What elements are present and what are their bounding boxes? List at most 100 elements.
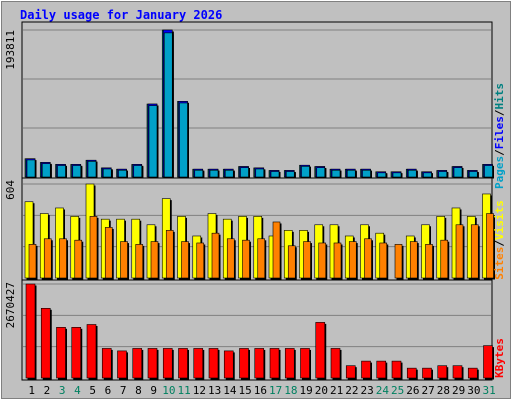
day-label-15: 15: [239, 384, 252, 397]
sites-bar-22: [348, 241, 357, 279]
day-label-11: 11: [178, 384, 191, 397]
kbytes-bar-2: [40, 308, 51, 379]
kbytes-bar-31: [483, 345, 493, 379]
sites-bar-5: [89, 216, 98, 279]
pages-bar-11: [179, 102, 188, 178]
kbytes-bar-7: [117, 350, 127, 379]
day-label-24: 24: [376, 384, 390, 397]
kbytes-bar-6: [101, 348, 112, 379]
day-label-13: 13: [208, 384, 221, 397]
sites-bar-7: [120, 241, 128, 279]
sites-bar-26: [409, 241, 418, 279]
pages-bar-22: [346, 169, 356, 178]
pages-bar-6: [102, 168, 112, 178]
day-label-8: 8: [135, 384, 142, 397]
kbytes-bar-13: [208, 348, 219, 379]
pages-bar-16: [255, 168, 265, 178]
sites-bar-12: [196, 242, 205, 279]
pages-bar-14: [224, 169, 234, 178]
pages-bar-28: [438, 171, 448, 178]
sites-bar-8: [135, 244, 144, 279]
pages-bar-4: [72, 165, 82, 178]
legend-visits: Visits: [493, 200, 506, 240]
day-label-4: 4: [74, 384, 81, 397]
pages-bar-2: [41, 163, 51, 178]
pages-bar-15: [240, 167, 249, 178]
chart-title: Daily usage for January 2026: [20, 8, 222, 22]
kbytes-bar-20: [315, 322, 326, 379]
kbytes-bar-5: [86, 324, 97, 379]
hits-panel-area: [21, 21, 493, 180]
day-label-2: 2: [44, 384, 51, 397]
legend-sites: Sites: [493, 247, 506, 280]
kbytes-bar-3: [56, 327, 66, 379]
sites-bar-13: [211, 232, 220, 279]
sites-bar-15: [242, 239, 250, 279]
bar-layer: [24, 29, 495, 380]
kbytes-bar-9: [147, 348, 158, 379]
visits-panel-legend: Sites/Visits: [493, 200, 506, 280]
day-label-31: 31: [483, 384, 496, 397]
kbytes-bar-12: [193, 348, 204, 379]
day-label-27: 27: [422, 384, 435, 397]
pages-bar-17: [270, 171, 280, 178]
kbytes-bar-15: [239, 348, 249, 379]
day-label-5: 5: [89, 384, 96, 397]
legend-kbytes: KBytes: [493, 338, 506, 378]
pages-bar-31: [484, 165, 493, 178]
kbytes-bar-30: [467, 367, 478, 379]
kbytes-bar-19: [300, 348, 310, 379]
pages-bar-20: [316, 167, 326, 178]
kbytes-bar-29: [452, 365, 463, 379]
hits-ymax-label: 193811: [4, 30, 17, 70]
pages-bar-19: [301, 166, 310, 178]
sites-bar-14: [226, 238, 235, 279]
sites-bar-1: [28, 244, 37, 279]
pages-bar-13: [209, 169, 219, 178]
kbytes-bar-17: [269, 348, 280, 379]
sites-bar-19: [303, 241, 311, 279]
visits-ymax-label: 604: [4, 180, 17, 200]
kbytes-bar-24: [376, 360, 387, 379]
kbytes-bar-21: [330, 348, 341, 379]
pages-bar-8: [133, 165, 143, 178]
pages-bar-5: [87, 161, 97, 178]
day-label-17: 17: [269, 384, 282, 397]
pages-bar-26: [407, 169, 417, 178]
day-label-28: 28: [437, 384, 450, 397]
pages-bar-10: [163, 32, 173, 178]
legend-hits: Hits: [493, 83, 506, 110]
day-label-23: 23: [361, 384, 374, 397]
legend-pages: Pages: [493, 156, 506, 189]
pages-bar-23: [362, 169, 371, 178]
kbytes-bar-22: [345, 365, 356, 379]
sites-bar-2: [43, 238, 52, 279]
pages-bar-7: [118, 169, 127, 178]
sites-bar-29: [455, 224, 464, 279]
pages-bar-24: [377, 172, 387, 178]
day-label-18: 18: [284, 384, 297, 397]
legend-files: Files: [493, 116, 506, 149]
day-label-22: 22: [345, 384, 358, 397]
kbytes-bar-23: [361, 360, 371, 379]
sites-bar-17: [272, 221, 281, 279]
kbytes-bar-4: [71, 327, 82, 379]
day-label-10: 10: [162, 384, 175, 397]
sites-bar-24: [379, 242, 388, 279]
sites-bar-30: [470, 224, 479, 279]
pages-bar-1: [26, 159, 36, 178]
sites-bar-9: [150, 241, 159, 279]
day-label-14: 14: [223, 384, 237, 397]
pages-bar-3: [57, 165, 66, 178]
pages-bar-27: [423, 172, 432, 178]
kbytes-bar-10: [162, 348, 173, 379]
day-label-29: 29: [452, 384, 465, 397]
day-label-3: 3: [59, 384, 66, 397]
pages-bar-29: [453, 167, 463, 178]
x-axis-labels: 1 2 3 4 5 6 7 8 9 10 11 12 13 14 15 16 17 18 19 20 21 22 23 24 2…: [28, 384, 495, 397]
kbytes-bar-11: [178, 348, 188, 379]
pages-bar-12: [194, 169, 204, 178]
day-label-6: 6: [105, 384, 112, 397]
sites-bar-4: [74, 239, 83, 279]
